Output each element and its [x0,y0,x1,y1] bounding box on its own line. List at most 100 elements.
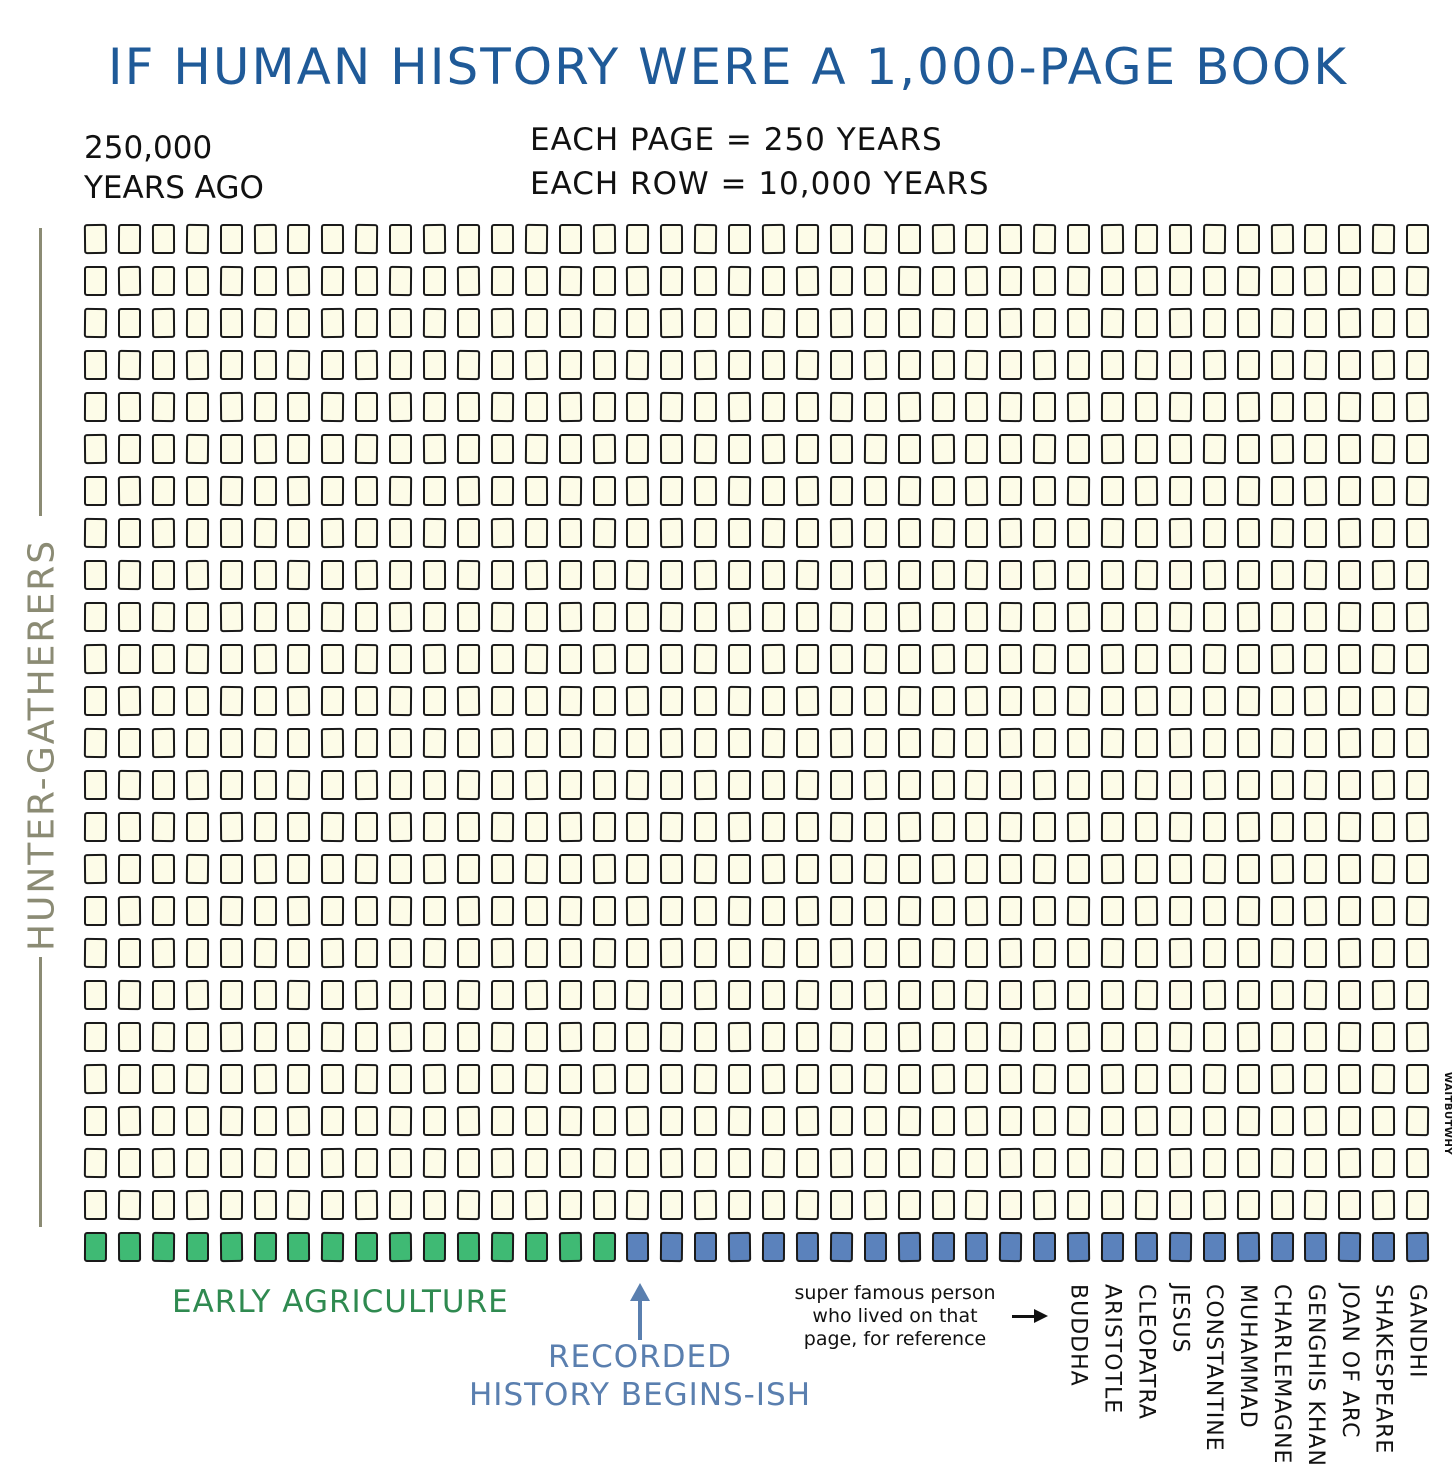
page-cell [355,1232,379,1262]
page-cell [1033,728,1057,759]
page-cell [762,686,785,716]
page-cell [253,433,277,464]
page-cell [388,476,413,507]
page-cell [389,770,413,801]
page-cell [931,392,955,423]
page-cell [490,433,514,464]
page-cell [524,1105,548,1136]
page-cell [965,1148,989,1178]
page-cell [1338,812,1362,843]
page-cell [151,350,175,380]
page-cell [1033,224,1057,255]
page-cell [287,265,311,296]
page-cell [1168,1190,1192,1220]
page-cell [1338,1106,1362,1137]
page-cell [1168,433,1192,464]
page-cell [117,265,142,296]
page-cell [490,266,514,297]
page-cell [253,686,277,716]
page-cell [151,266,175,297]
page-cell [524,518,548,549]
page-cell [422,979,447,1010]
page-cell [321,812,345,843]
page-cell [117,434,141,465]
page-cell [626,1148,650,1178]
scale-page: EACH PAGE = 250 YEARS [530,122,943,158]
page-cell [1304,391,1328,422]
page-cell [219,266,243,297]
page-cell [1134,895,1159,926]
page-cell [117,938,141,968]
page-cell [795,1105,820,1136]
page-cell [456,265,481,296]
page-cell [592,1148,616,1179]
page-cell [524,392,548,422]
page-cell [1033,602,1057,632]
page-cell [219,1231,243,1262]
page-cell [1202,559,1226,590]
page-cell [558,1021,582,1052]
page-cell [592,349,616,380]
page-cell [1067,1147,1091,1178]
page-cell [83,643,108,674]
page-cell [423,266,446,296]
page-cell [389,644,413,674]
page-cell [1101,266,1124,296]
page-cell [863,1022,887,1052]
page-cell [83,349,108,380]
page-cell [728,1190,752,1221]
page-cell [931,686,955,716]
page-cell [660,980,684,1010]
page-cell [863,308,887,339]
page-cell [117,601,141,632]
page-cell [999,602,1023,633]
page-cell [423,686,446,716]
page-cell [795,224,819,255]
page-cell [321,266,345,297]
famous-person-label: CONSTANTINE [1201,1284,1227,1452]
page-cell [558,854,582,884]
page-cell [1405,1106,1430,1137]
page-cell [253,559,277,590]
page-cell [1168,223,1192,254]
page-cell [490,476,514,507]
page-cell [456,644,480,675]
page-cell [727,686,752,717]
famous-person-label: MUHAMMAD [1235,1284,1261,1429]
page-cell [355,938,379,969]
page-cell [287,391,311,422]
page-cell [931,349,955,380]
page-cell [795,1231,819,1262]
page-cell [931,1063,955,1094]
page-cell [287,518,311,548]
page-cell [355,265,379,296]
page-cell [490,686,514,717]
page-cell [863,392,887,422]
page-cell [1236,476,1260,507]
page-cell [456,728,480,758]
page-cell [185,308,209,339]
page-cell [1168,980,1192,1010]
page-cell [761,433,786,464]
page-cell [287,854,311,885]
page-cell [1406,1147,1430,1178]
page-cell [1067,854,1091,884]
page-cell [931,1189,955,1220]
page-cell [965,980,989,1011]
page-cell [355,812,379,842]
page-cell [863,1232,887,1262]
page-cell [1066,1231,1091,1262]
page-cell [592,308,616,339]
page-cell [558,434,582,464]
famous-person-label: JESUS [1167,1284,1193,1354]
page-cell [761,559,786,590]
page-cell [626,391,650,422]
page-cell [456,601,480,632]
page-cell [728,770,752,801]
page-cell [388,266,413,297]
page-cell [1304,475,1328,506]
page-cell [287,434,311,465]
page-cell [219,811,243,842]
page-cell [694,644,718,675]
page-cell [388,686,413,717]
